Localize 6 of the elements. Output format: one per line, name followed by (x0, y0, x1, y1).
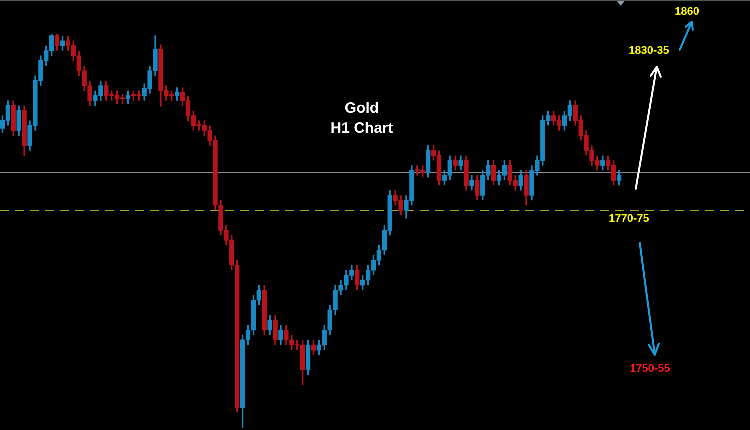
text: 1830-35 (629, 45, 670, 57)
text: Gold (344, 99, 380, 119)
text: 1750-55 (630, 363, 670, 375)
text: 1860 (675, 6, 700, 18)
text: H1 Chart (330, 119, 394, 139)
annotation: 1770-75 (609, 213, 650, 225)
